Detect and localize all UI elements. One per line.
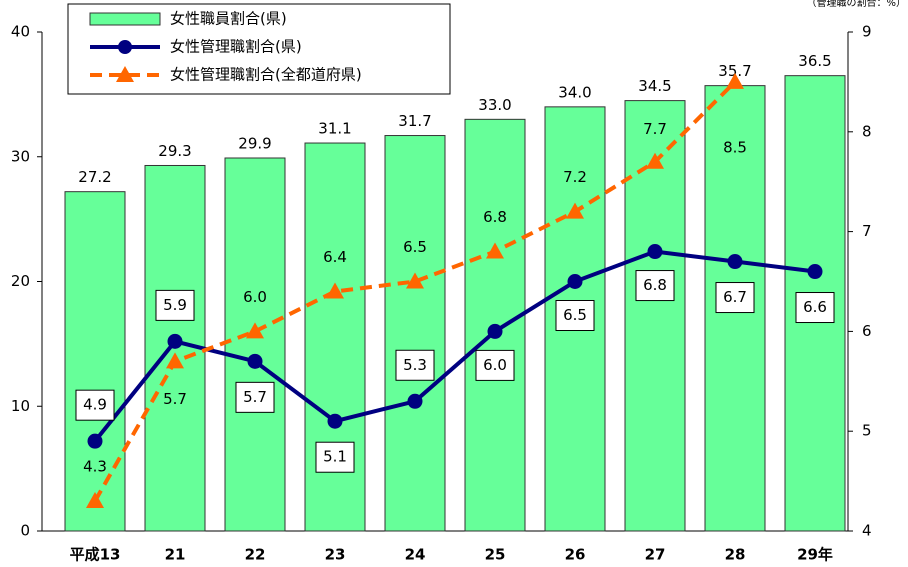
marker — [486, 242, 504, 259]
label-box — [715, 282, 755, 314]
x-tick-label: 25 — [485, 546, 506, 564]
line — [93, 249, 816, 443]
bar — [384, 135, 446, 532]
label-box — [155, 289, 195, 321]
legend-marker — [118, 40, 132, 54]
bar-value-label: 36.5 — [798, 52, 831, 70]
bar — [64, 191, 126, 532]
label-box — [395, 349, 435, 381]
bar-value-label: 34.5 — [638, 77, 671, 95]
x-tick-label: 22 — [245, 546, 266, 564]
line-value-label: 6.0 — [483, 356, 507, 374]
y-tick-label: 10 — [11, 397, 30, 415]
line-value-label: 5.7 — [163, 390, 187, 408]
x-tick-label: 26 — [565, 546, 586, 564]
bar-value-label: 27.2 — [78, 168, 111, 186]
line-value-label: 4.9 — [83, 396, 107, 414]
marker — [86, 492, 104, 509]
y2-tick-label: 6 — [862, 322, 872, 340]
legend-marker — [116, 66, 134, 82]
label-box — [75, 389, 115, 421]
bar-value-label: 29.9 — [238, 134, 271, 152]
legend-swatch — [89, 12, 161, 26]
line-value-label: 6.6 — [803, 298, 827, 316]
line-value-label: 7.7 — [643, 120, 667, 138]
marker — [727, 254, 743, 270]
marker — [807, 264, 823, 280]
line-value-label: 6.8 — [483, 208, 507, 226]
y-tick-label: 30 — [11, 147, 30, 165]
marker — [246, 322, 264, 339]
marker — [327, 413, 343, 429]
bar — [224, 157, 286, 532]
x-tick-label: 23 — [325, 546, 346, 564]
legend-label: 女性管理職割合(県) — [170, 38, 302, 56]
label-box — [235, 381, 275, 413]
line-value-label: 6.5 — [403, 238, 427, 256]
marker — [406, 272, 424, 289]
marker — [487, 323, 503, 339]
label-box — [475, 349, 515, 381]
y2-tick-label: 5 — [862, 422, 872, 440]
y2-tick-label: 9 — [862, 23, 872, 41]
line-value-label: 7.2 — [563, 168, 587, 186]
marker — [167, 333, 183, 349]
x-tick-label: 27 — [645, 546, 666, 564]
line-value-label: 5.9 — [163, 296, 187, 314]
marker — [326, 282, 344, 299]
line-value-label: 6.4 — [323, 248, 347, 266]
line — [93, 80, 737, 503]
label-box — [555, 300, 595, 331]
bar-value-label: 31.7 — [398, 112, 431, 130]
x-tick-label: 平成13 — [70, 546, 121, 564]
bar — [624, 100, 686, 532]
line-value-label: 5.1 — [323, 448, 347, 466]
legend-label: 女性管理職割合(全都道府県) — [170, 66, 362, 84]
y-tick-label: 20 — [11, 272, 30, 290]
marker — [87, 433, 103, 449]
bar-value-label: 31.1 — [318, 120, 351, 138]
label-box — [795, 292, 835, 324]
line-value-label: 6.8 — [643, 276, 667, 294]
marker — [566, 202, 584, 219]
marker — [647, 244, 663, 260]
bar-value-label: 33.0 — [478, 96, 511, 114]
bar-value-label: 29.3 — [158, 142, 191, 160]
label-box — [635, 270, 675, 302]
x-tick-label: 24 — [405, 546, 426, 564]
y2-axis-label: （管理職の割合：%） — [806, 0, 906, 9]
line-value-label: 8.5 — [723, 138, 747, 156]
line-value-label: 4.3 — [83, 458, 107, 476]
x-tick-label: 28 — [725, 546, 746, 564]
marker — [166, 352, 184, 369]
x-tick-label: 29年 — [797, 546, 833, 564]
y2-tick-label: 8 — [862, 122, 872, 140]
marker — [726, 72, 744, 89]
y2-tick-label: 4 — [862, 522, 872, 540]
line-value-label: 6.0 — [243, 288, 267, 306]
line-value-label: 6.7 — [723, 288, 747, 306]
line-value-label: 6.5 — [563, 306, 587, 324]
bar-value-label: 35.7 — [718, 62, 751, 80]
marker — [567, 274, 583, 289]
legend-label: 女性職員割合(県) — [170, 10, 287, 28]
line-value-label: 5.3 — [403, 356, 427, 374]
y-tick-label: 0 — [20, 522, 30, 540]
bar — [304, 142, 366, 532]
line-value-label: 5.7 — [243, 388, 267, 406]
marker — [407, 393, 423, 409]
label-box — [315, 441, 355, 473]
marker — [646, 152, 664, 169]
y2-tick-label: 7 — [862, 222, 872, 240]
bar-value-label: 34.0 — [558, 83, 591, 101]
marker — [247, 353, 263, 369]
y-tick-label: 40 — [11, 23, 30, 41]
x-tick-label: 21 — [165, 546, 186, 564]
